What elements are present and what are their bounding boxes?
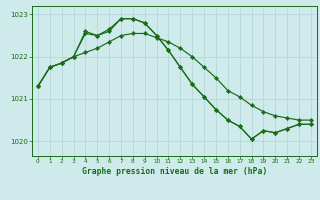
X-axis label: Graphe pression niveau de la mer (hPa): Graphe pression niveau de la mer (hPa) xyxy=(82,167,267,176)
